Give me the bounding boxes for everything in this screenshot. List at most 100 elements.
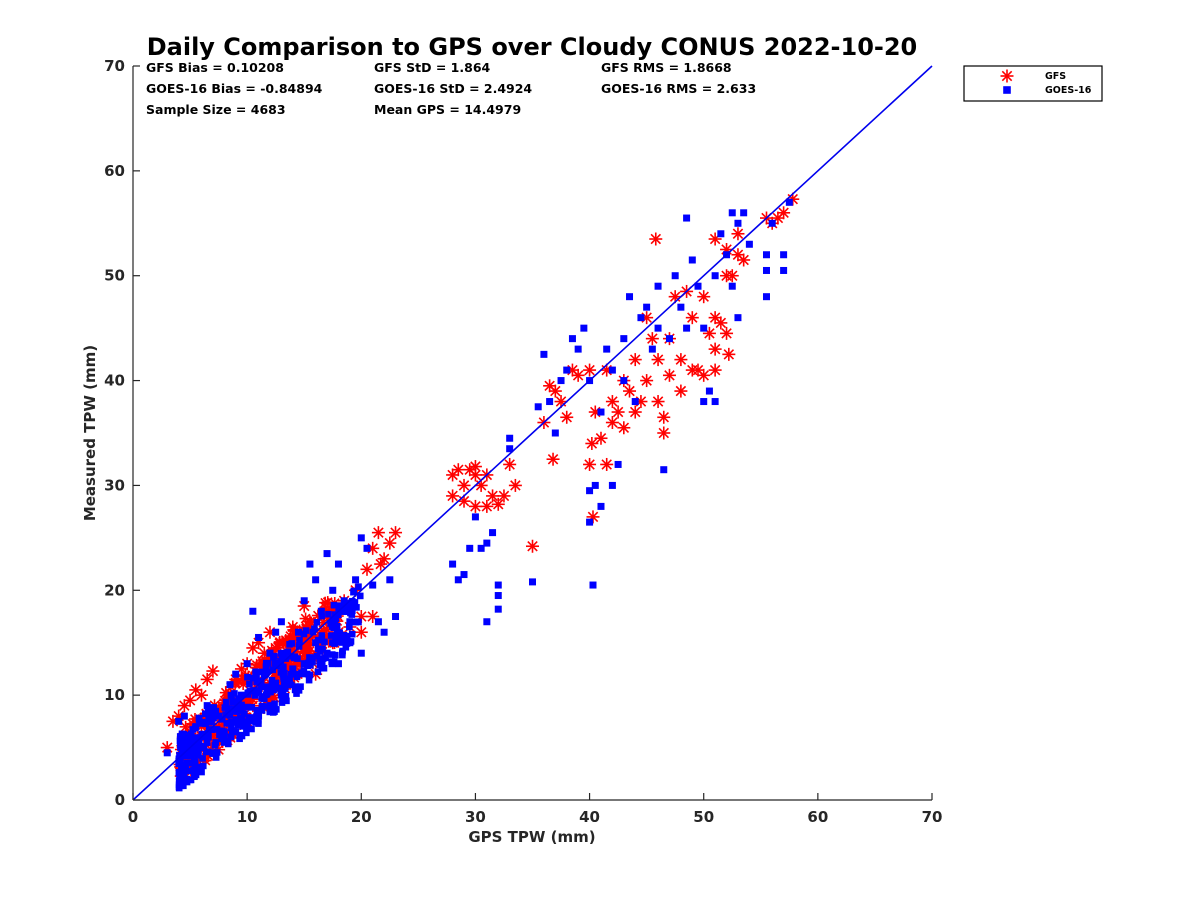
goes16-point: [344, 608, 351, 615]
gfs-point: [708, 342, 722, 356]
goes16-point: [648, 345, 656, 353]
goes16-point: [203, 739, 211, 747]
goes16-point: [529, 578, 536, 586]
gfs-point: [446, 468, 460, 482]
goes16-point: [213, 726, 221, 733]
goes16-point: [285, 675, 292, 683]
goes16-point: [494, 592, 502, 600]
goes16-point: [688, 256, 696, 264]
gfs-point: [451, 463, 465, 477]
goes16-point: [271, 700, 278, 708]
gfs-point: [697, 290, 711, 304]
gfs-point: [585, 436, 599, 450]
goes16-point: [608, 481, 616, 489]
goes16-point: [258, 707, 266, 714]
goes16-point: [186, 733, 194, 741]
y-tick-label: 40: [104, 372, 125, 390]
goes16-point: [277, 650, 285, 657]
goes16-point: [328, 660, 336, 668]
y-tick-label: 0: [115, 791, 125, 809]
x-tick-label: 50: [693, 808, 714, 826]
legend-goes16-label: GOES-16: [1045, 85, 1092, 96]
goes16-point: [728, 282, 736, 290]
goes16-point: [288, 640, 296, 647]
gfs-point: [714, 316, 728, 330]
x-tick-label: 20: [351, 808, 372, 826]
gfs-point: [657, 410, 671, 424]
goes16-point: [340, 597, 348, 605]
x-axis-ticks: 0 10 20 30 40 50 60 70: [128, 793, 942, 826]
gfs-point: [548, 384, 562, 398]
goes16-point: [339, 647, 346, 655]
goes16-point: [302, 627, 310, 634]
goes16-point: [346, 639, 354, 647]
goes16-point: [262, 659, 270, 667]
goes16-point: [177, 782, 185, 790]
y-tick-label: 20: [104, 581, 125, 599]
goes16-point: [177, 758, 184, 766]
goes16-point: [272, 679, 280, 687]
gfs-point: [546, 452, 560, 466]
goes16-point: [534, 403, 542, 411]
goes16-point: [317, 645, 324, 653]
stat-text: GOES-16 StD = 2.4924: [374, 81, 532, 96]
goes16-point: [608, 366, 616, 374]
gfs-point: [605, 395, 619, 409]
y-tick-label: 50: [104, 267, 125, 285]
goes16-point: [240, 710, 248, 718]
gfs-point: [491, 497, 505, 511]
x-tick-label: 40: [579, 808, 600, 826]
goes16-point: [355, 618, 362, 626]
goes16-point: [183, 745, 191, 753]
goes16-point: [255, 712, 263, 720]
goes16-point: [471, 513, 479, 521]
goes16-point: [295, 628, 303, 636]
gfs-point: [486, 489, 500, 503]
goes16-point: [306, 560, 314, 568]
gfs-point: [497, 489, 511, 503]
goes16-point: [191, 758, 199, 766]
goes16-point: [251, 687, 258, 695]
gfs-point: [583, 363, 597, 377]
goes16-point: [631, 398, 639, 406]
goes16-point: [198, 730, 206, 738]
goes16-point: [322, 654, 329, 662]
goes16-point: [220, 728, 228, 736]
goes16-point: [489, 529, 497, 537]
gfs-point: [600, 457, 614, 471]
gfs-point: [731, 227, 745, 241]
goes16-point: [228, 718, 235, 726]
legend-box: [963, 65, 1103, 102]
goes16-point: [780, 251, 788, 259]
goes16-point: [654, 324, 662, 332]
goes16-point: [351, 599, 359, 606]
goes16-point: [586, 518, 594, 526]
gfs-point: [371, 526, 385, 540]
goes16-point: [352, 576, 360, 584]
gfs-point: [480, 499, 494, 513]
goes16-point: [260, 670, 268, 678]
goes16-point: [277, 618, 285, 626]
goes16-point: [768, 219, 776, 227]
goes16-point: [345, 604, 352, 611]
goes16-point: [256, 668, 264, 676]
goes16-point: [312, 576, 320, 584]
goes16-point: [249, 607, 257, 615]
goes16-point: [785, 198, 793, 206]
gfs-point: [206, 664, 220, 678]
goes16-point: [762, 266, 770, 274]
goes16-point: [175, 717, 183, 725]
goes16-point: [694, 282, 702, 290]
goes16-point: [313, 618, 321, 626]
goes16-point: [339, 637, 346, 645]
goes16-point: [254, 706, 261, 714]
goes16-point: [357, 649, 365, 657]
goes16-point: [229, 698, 237, 706]
goes16-point: [734, 314, 742, 322]
goes16-point: [252, 668, 259, 676]
goes16-point: [202, 710, 209, 718]
goes16-point: [236, 735, 243, 743]
goes16-point: [237, 731, 245, 739]
goes16-point: [546, 398, 554, 406]
